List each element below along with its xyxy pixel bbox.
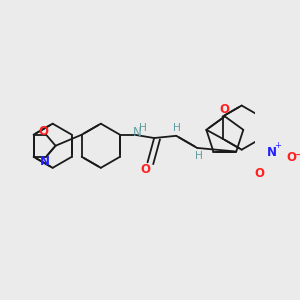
Text: N: N bbox=[133, 126, 141, 139]
Text: H: H bbox=[195, 151, 203, 160]
Text: N: N bbox=[39, 154, 50, 167]
Text: −: − bbox=[294, 148, 300, 162]
Text: +: + bbox=[274, 141, 281, 150]
Text: O: O bbox=[39, 125, 49, 138]
Text: O: O bbox=[141, 163, 151, 176]
Text: O: O bbox=[219, 103, 229, 116]
Text: N: N bbox=[267, 146, 277, 159]
Text: H: H bbox=[173, 123, 181, 133]
Text: O: O bbox=[254, 167, 264, 180]
Text: H: H bbox=[139, 123, 147, 133]
Text: O: O bbox=[286, 151, 296, 164]
